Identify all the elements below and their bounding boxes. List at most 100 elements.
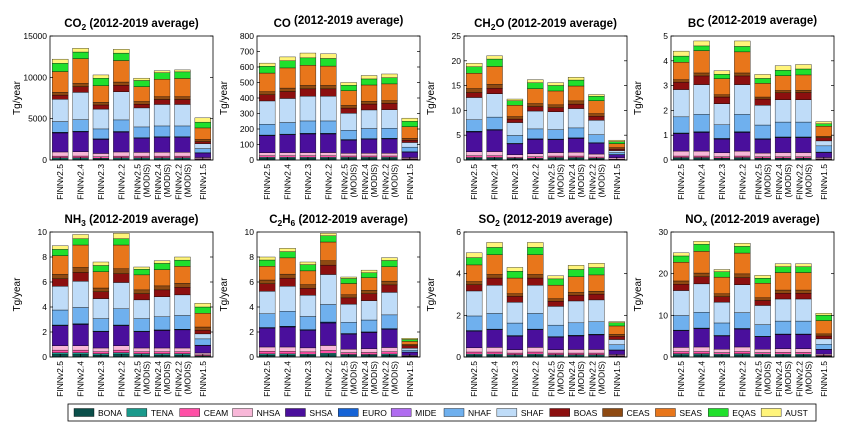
bar-segment-shaf	[507, 302, 523, 323]
legend-swatch-boas	[550, 409, 570, 417]
bar-segment-aust	[259, 257, 275, 260]
bar-segment-seas	[300, 65, 316, 85]
bar-segment-ceam	[466, 352, 482, 354]
bar-segment-nhsa	[734, 347, 750, 352]
bar-segment-eqas	[341, 279, 357, 284]
bar-segment-boas	[174, 287, 190, 295]
bar-segment-shaf	[714, 302, 730, 323]
bar-segment-eqas	[588, 268, 604, 275]
bar-segment-eqas	[568, 80, 584, 86]
bar-segment-seas	[402, 127, 418, 139]
bar-segment-nhsa	[714, 153, 730, 157]
bar-segment-eqas	[320, 58, 336, 66]
bar-segment-ceas	[341, 295, 357, 298]
bar-segment-ceam	[113, 350, 129, 353]
bar-segment-seas	[113, 61, 129, 82]
bar-segment-ceas	[795, 290, 811, 293]
x-category-label: FINNv2.5(MODIS)	[340, 164, 359, 200]
bar-segment-nhaf	[795, 122, 811, 137]
bar-segment-eqas	[795, 69, 811, 75]
bar-segment-shaf	[361, 301, 377, 320]
y-tick-label: 10	[245, 227, 255, 237]
bar-segment-seas	[113, 245, 129, 269]
legend-swatch-nhaf	[444, 409, 464, 417]
bar-segment-ceas	[259, 280, 275, 284]
bar-segment-shsa	[195, 346, 211, 354]
bar-segment-nhsa	[568, 152, 584, 156]
bar-segment-boas	[402, 346, 418, 349]
legend-label-seas: SEAS	[679, 408, 702, 418]
bar-segment-ceas	[154, 286, 170, 290]
bar-segment-ceam	[73, 350, 89, 353]
bar-segment-aust	[714, 71, 730, 74]
bar-segment-shaf	[487, 94, 503, 117]
x-category-label: FINNv2.4	[697, 164, 707, 200]
bar-segment-nhsa	[320, 346, 336, 351]
bar-segment-nhsa	[734, 151, 750, 156]
y-tick-label: 800	[240, 31, 254, 41]
bar-segment-shsa	[195, 153, 211, 158]
bar-segment-seas	[527, 89, 543, 104]
bar-segment-boas	[154, 290, 170, 297]
y-tick-label: 500	[240, 78, 254, 88]
bar-segment-ceas	[361, 290, 377, 294]
bar-segment-seas	[734, 253, 750, 274]
bar-segment-seas	[568, 86, 584, 101]
bar-segment-seas	[466, 265, 482, 282]
bar-segment-boas	[548, 108, 564, 112]
bar-segment-aust	[507, 267, 523, 271]
bar-segment-boas	[174, 99, 190, 104]
legend-label-shsa: SHSA	[309, 408, 332, 418]
bar-segment-nhaf	[734, 114, 750, 131]
y-tick-label: 20	[659, 269, 669, 279]
bar-segment-ceam	[527, 352, 543, 354]
bar-segment-aust	[341, 277, 357, 279]
bar-segment-shaf	[195, 144, 211, 149]
y-tick-label: 0	[42, 155, 47, 165]
bar-segment-eqas	[755, 278, 771, 283]
bar-segment-aust	[113, 233, 129, 239]
bar-segment-nhsa	[775, 153, 791, 157]
x-category-label: FINNv2.4(MODIS)	[774, 361, 793, 397]
legend-label-bona: BONA	[98, 408, 122, 418]
bar-segment-shsa	[487, 330, 503, 348]
panel-2: CH2O (2012-2019 average)Tg/year051015202…	[426, 18, 627, 200]
y-tick-label: 100	[240, 140, 254, 150]
bar-segment-eqas	[609, 142, 625, 144]
bar-segment-shsa	[548, 140, 564, 153]
bar-segment-shsa	[154, 331, 170, 349]
bar-segment-shaf	[694, 85, 710, 115]
x-category-label: FINNv2.2(MODIS)	[794, 361, 813, 397]
bar-segment-nhsa	[73, 346, 89, 350]
bar-segment-eqas	[673, 256, 689, 262]
bar-segment-shsa	[548, 337, 564, 350]
bar-segment-shaf	[174, 295, 190, 316]
bar-segment-nhaf	[93, 319, 109, 332]
bar-segment-nhaf	[694, 312, 710, 328]
bar-segment-seas	[73, 59, 89, 84]
bar-segment-seas	[487, 255, 503, 275]
bar-segment-shsa	[381, 139, 397, 153]
y-tick-label: 200	[240, 124, 254, 134]
bar-segment-nhaf	[113, 120, 129, 132]
bar-segment-aust	[52, 246, 68, 250]
bar-segment-aust	[673, 253, 689, 256]
bar-segment-ceam	[673, 352, 689, 354]
x-category-label: FINNv2.4(MODIS)	[153, 361, 172, 397]
bar-segment-seas	[73, 245, 89, 268]
y-tick-label: 0	[249, 352, 254, 362]
bar-segment-nhsa	[487, 152, 503, 156]
bar-segment-shaf	[341, 113, 357, 130]
bar-segment-boas	[381, 103, 397, 109]
bar-segment-boas	[154, 99, 170, 104]
bar-segment-seas	[588, 101, 604, 114]
bar-segment-ceas	[673, 80, 689, 82]
bar-segment-boas	[609, 149, 625, 150]
bar-segment-shaf	[381, 292, 397, 315]
bar-segment-ceas	[174, 283, 190, 287]
bar-segment-boas	[259, 284, 275, 292]
bar-segment-seas	[755, 283, 771, 298]
legend-label-mide: MIDE	[415, 408, 437, 418]
y-tick-label: 0	[249, 155, 254, 165]
bar-segment-seas	[487, 67, 503, 85]
